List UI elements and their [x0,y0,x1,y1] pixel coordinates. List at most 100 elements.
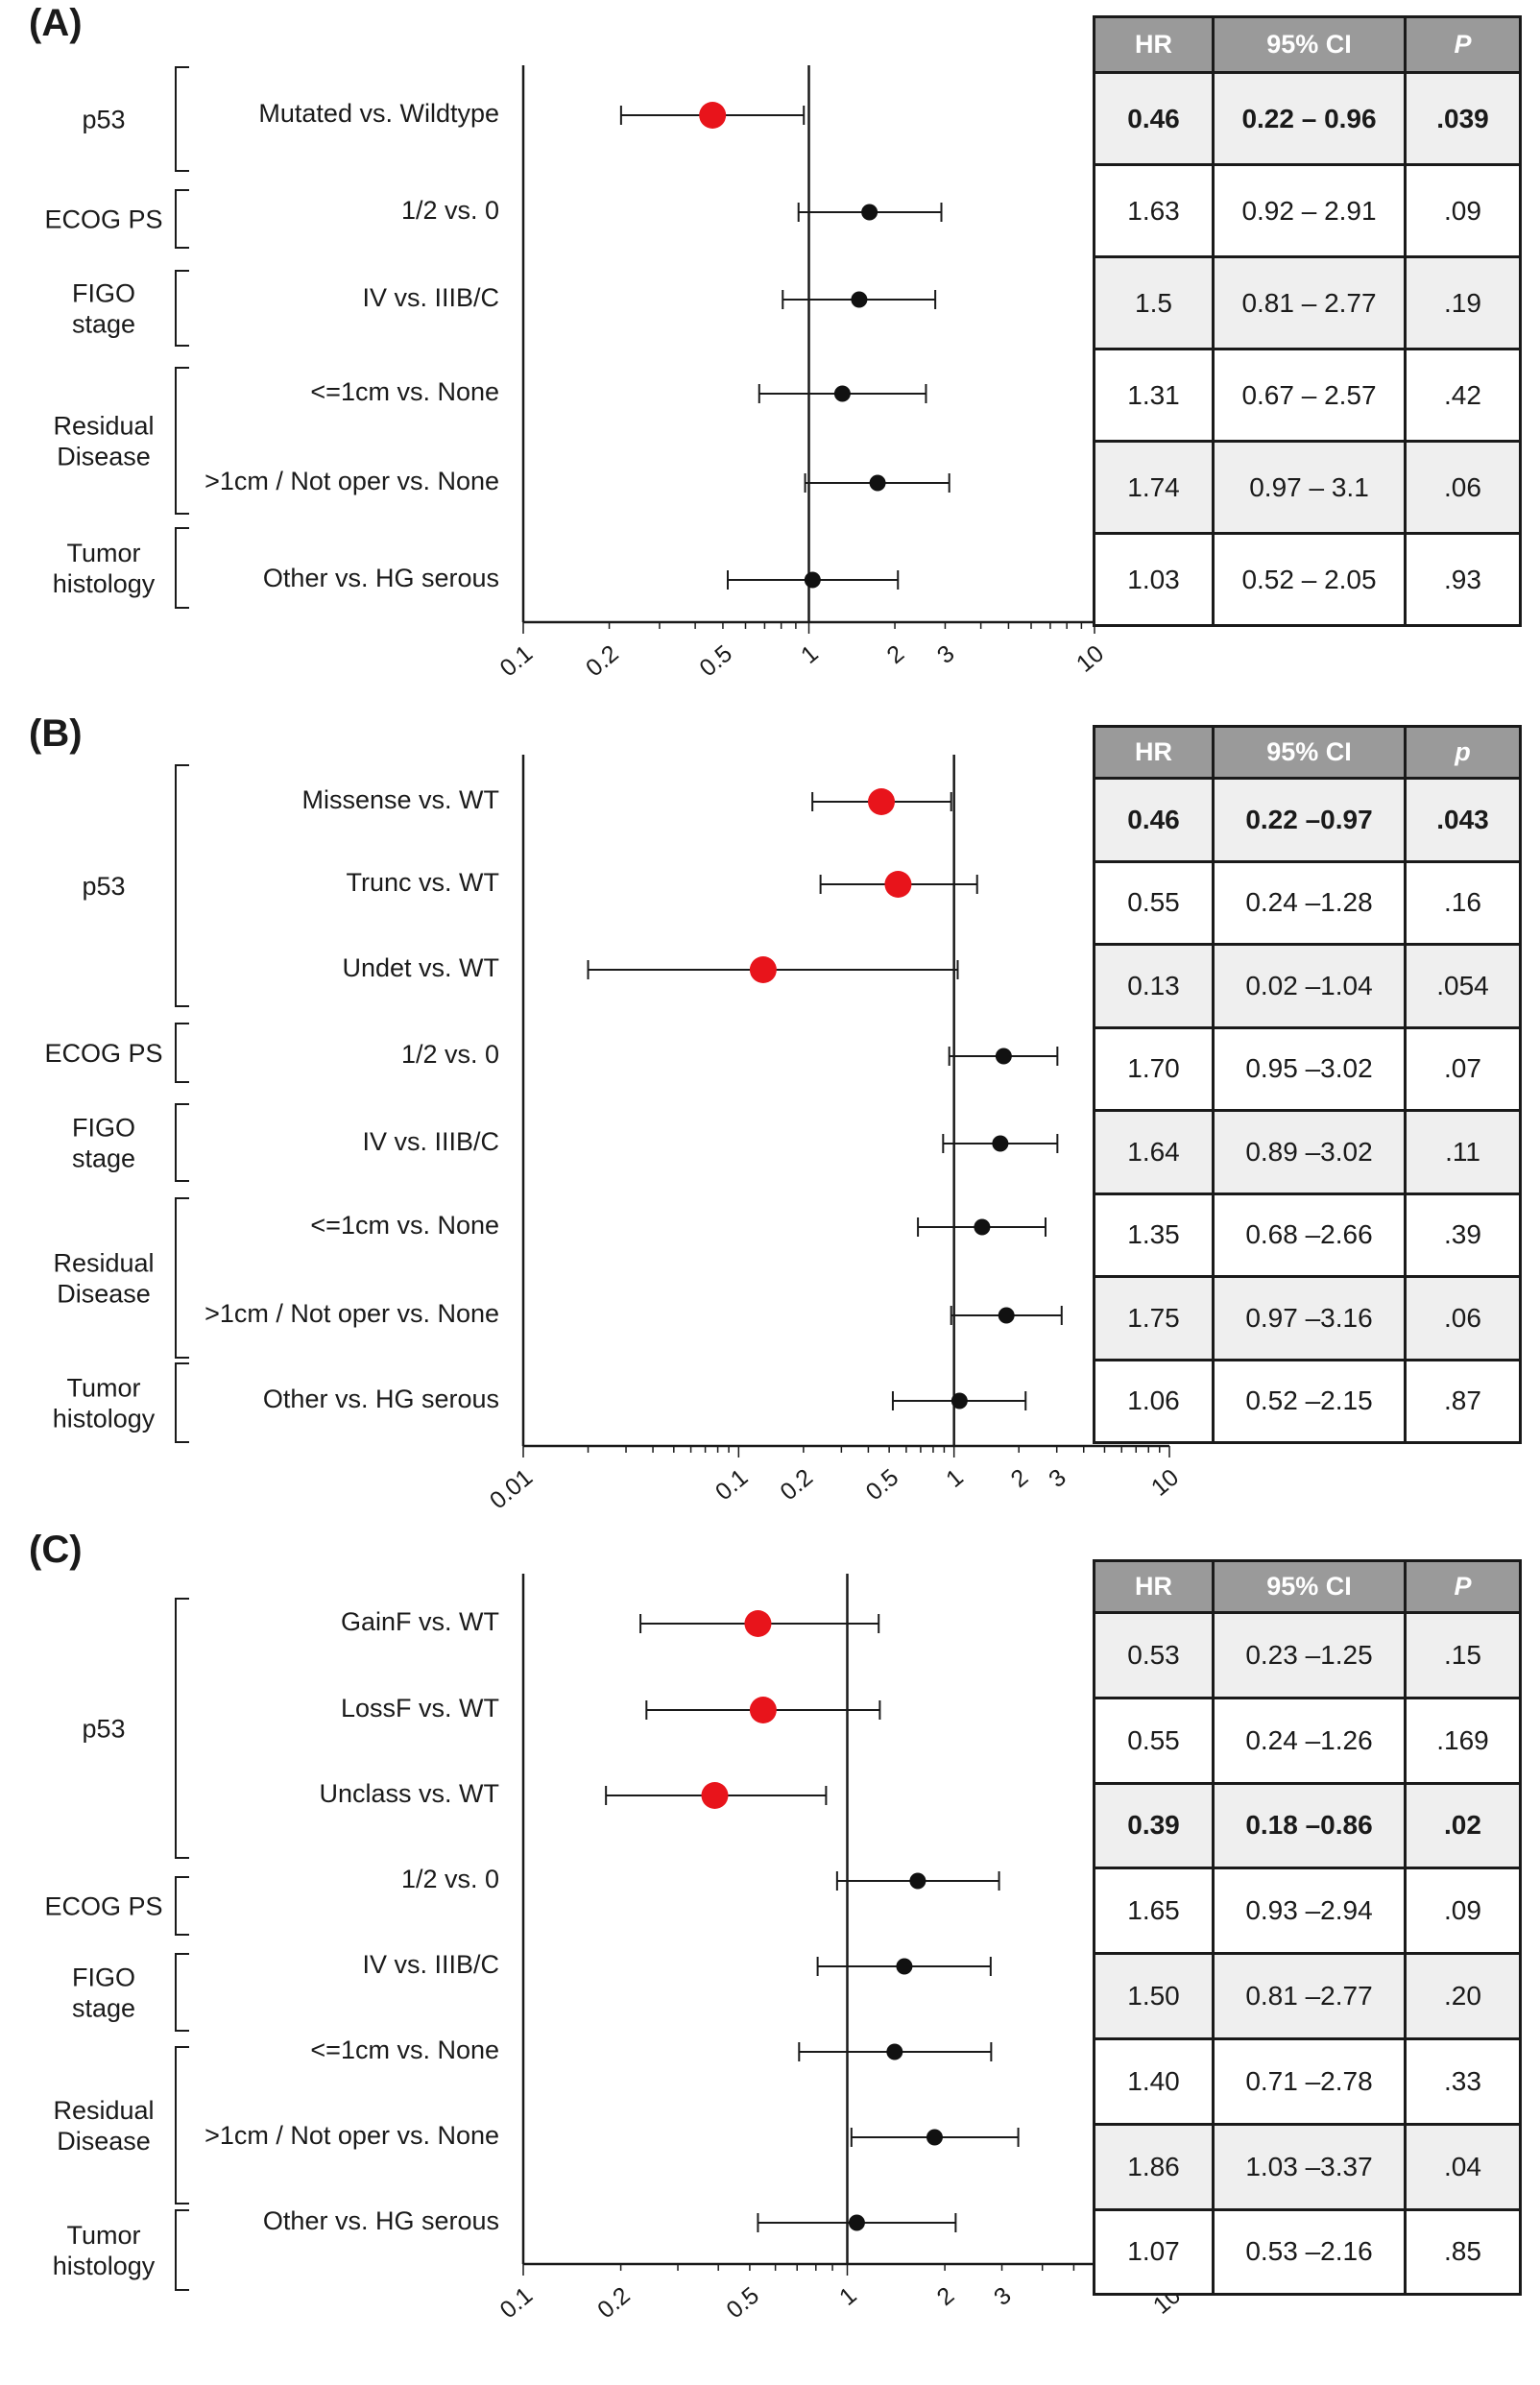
row-label: Trunc vs. WT [347,868,500,897]
group-label: Tumor histology [53,539,156,598]
hr-point-highlight [868,788,896,815]
hr-point [861,204,878,221]
ci-cell: 0.71 –2.78 [1212,2036,1407,2126]
hr-point [896,1958,913,1975]
x-tick-label: 2 [932,2282,960,2311]
group-bracket [175,764,189,1007]
table-row: 1.35 0.68 –2.66.39 [1093,1192,1522,1278]
x-tick-label: 1 [796,640,824,669]
p-cell: .87 [1404,1358,1522,1444]
hr-point [926,2129,943,2146]
table-row: 1.64 0.89 –3.02.11 [1093,1109,1522,1195]
ci-cell: 0.97 – 3.1 [1212,440,1407,535]
table-row: 1.50 0.81 –2.77.20 [1093,1952,1522,2040]
group-label: ECOG PS [44,205,162,233]
ci-cell: 0.02 –1.04 [1212,943,1407,1029]
hr-cell: 1.74 [1093,440,1215,535]
row-label: >1cm / Not oper vs. None [205,2121,499,2150]
x-tick-label: 3 [989,2282,1017,2311]
row-label: IV vs. IIIB/C [362,283,499,312]
ci-header: 95% CI [1212,725,1407,780]
group-bracket [175,1023,189,1083]
hr-cell: 1.75 [1093,1275,1215,1361]
p-cell: .054 [1404,943,1522,1029]
row-label: LossF vs. WT [341,1694,499,1722]
group-label: ECOG PS [44,1039,162,1068]
group-label: Tumor histology [53,1373,156,1433]
group-label: p53 [82,1714,125,1743]
row-label: Other vs. HG serous [263,564,499,592]
p-cell: .04 [1404,2122,1522,2211]
group-bracket [175,1103,189,1182]
hr-cell: 0.13 [1093,943,1215,1029]
hr-point-highlight [701,1782,729,1809]
table-row: 1.86 1.03 –3.37.04 [1093,2122,1522,2211]
table-row: 0.55 0.24 –1.28.16 [1093,859,1522,946]
ci-cell: 0.52 –2.15 [1212,1358,1407,1444]
hr-point [974,1218,991,1236]
table-row: 1.31 0.67 – 2.57.42 [1093,348,1522,443]
hr-cell: 0.55 [1093,1696,1215,1785]
hr-point [950,1392,968,1409]
hr-point [848,2214,865,2231]
hr-cell: 1.31 [1093,348,1215,443]
row-label: >1cm / Not oper vs. None [205,1299,499,1328]
table-header-row: HR 95% CI P [1093,15,1522,74]
x-tick-label: 1 [834,2282,862,2311]
row-label: Other vs. HG serous [263,1385,499,1413]
x-tick-label: 0.1 [710,1464,754,1506]
group-label: FIGO stage [72,1963,135,2022]
row-label: Missense vs. WT [301,785,499,814]
group-bracket [175,66,189,172]
row-label: IV vs. IIIB/C [362,1127,499,1156]
table-row: 0.55 0.24 –1.26.169 [1093,1696,1522,1785]
table-row: 1.06 0.52 –2.15.87 [1093,1358,1522,1444]
ci-cell: 0.81 –2.77 [1212,1952,1407,2040]
forest-plot-a: 0.1 0.2 0.5 1 2 3 10 p53 ECOG PS FIGO stage Residua… [44,65,1109,682]
stats-table-b: HR 95% CI p 0.46 0.22 –0.97.043 0.55 0.24 –1.2… [1093,725,1522,1444]
ci-cell: 0.24 –1.26 [1212,1696,1407,1785]
group-label: FIGO stage [72,278,135,338]
group-label: Tumor histology [53,2221,156,2280]
hr-cell: 1.86 [1093,2122,1215,2211]
p-cell: .043 [1404,777,1522,863]
p-cell: .20 [1404,1952,1522,2040]
panel-c: (C) 0.1 0.2 0.5 1 2 3 10 p53 ECOG PS FIGO stage Res… [0,1527,1540,2385]
table-row: 1.63 0.92 – 2.91.09 [1093,163,1522,258]
table-row: 1.07 0.53 –2.16.85 [1093,2207,1522,2297]
p-cell: .039 [1404,71,1522,166]
ci-cell: 0.22 – 0.96 [1212,71,1407,166]
ci-cell: 0.52 – 2.05 [1212,532,1407,627]
ci-header: 95% CI [1212,15,1407,74]
group-label: FIGO stage [72,1113,135,1172]
group-label: Residual Disease [53,411,154,470]
hr-header: HR [1093,1559,1215,1614]
hr-cell: 0.46 [1093,71,1215,166]
ci-header: 95% CI [1212,1559,1407,1614]
ci-cell: 0.53 –2.16 [1212,2207,1407,2297]
panel-letter: (A) [29,2,83,44]
hr-cell: 0.53 [1093,1611,1215,1699]
table-row: 0.39 0.18 –0.86.02 [1093,1781,1522,1870]
p-cell: .39 [1404,1192,1522,1278]
stats-table-c: HR 95% CI P 0.53 0.23 –1.25.15 0.55 0.24 –1.26… [1093,1559,1522,2297]
table-row: 0.46 0.22 – 0.96.039 [1093,71,1522,166]
table-row: 0.46 0.22 –0.97.043 [1093,777,1522,863]
x-tick-label: 10 [1146,1464,1184,1502]
row-label: Other vs. HG serous [263,2206,499,2235]
table-row: 0.53 0.23 –1.25.15 [1093,1611,1522,1699]
hr-point [995,1048,1012,1065]
hr-cell: 1.64 [1093,1109,1215,1195]
row-label: IV vs. IIIB/C [362,1950,499,1979]
row-label: 1/2 vs. 0 [401,1865,499,1893]
table-row: 0.13 0.02 –1.04.054 [1093,943,1522,1029]
ci-cell: 0.92 – 2.91 [1212,163,1407,258]
x-tick-label: 0.1 [494,2282,538,2325]
group-label: Residual Disease [53,2096,154,2156]
p-cell: .42 [1404,348,1522,443]
hr-point [998,1307,1015,1324]
x-tick-label: 3 [932,640,960,669]
x-tick-label: 0.5 [861,1464,904,1506]
ci-cell: 0.22 –0.97 [1212,777,1407,863]
